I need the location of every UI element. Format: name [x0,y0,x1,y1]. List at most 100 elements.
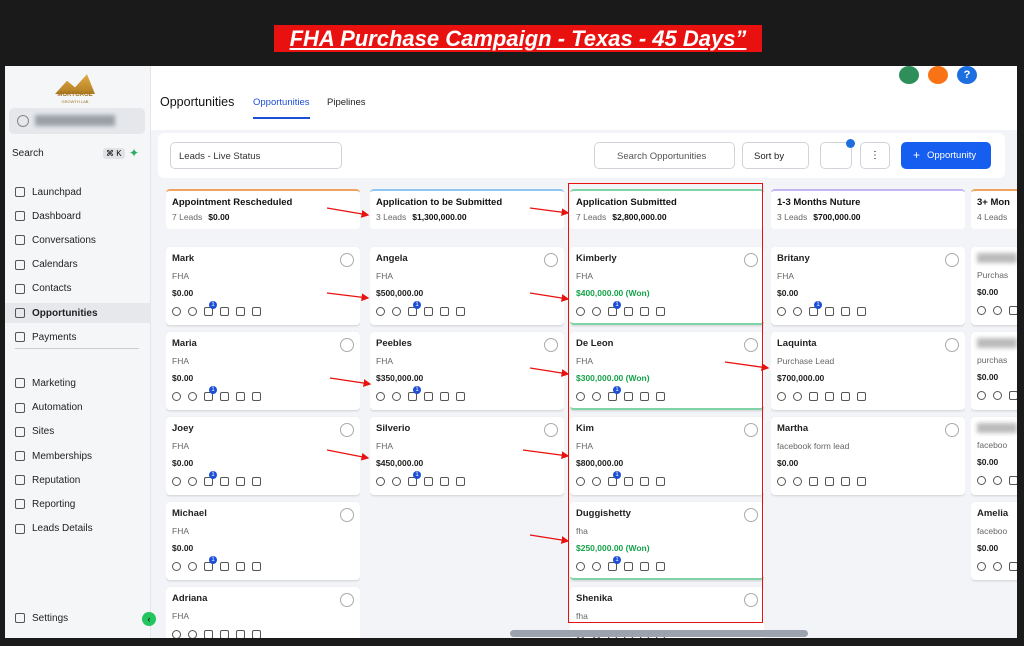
opportunity-card[interactable]: Maria FHA $0.00 1 [166,332,360,410]
action-icon[interactable] [172,630,181,638]
action-icon[interactable] [825,392,834,401]
action-icon[interactable]: 1 [608,386,621,401]
action-icon[interactable] [809,477,818,486]
action-icon[interactable] [456,307,465,316]
avatar-button[interactable] [544,338,558,352]
action-icon[interactable] [424,392,433,401]
action-icon[interactable] [172,392,181,401]
action-icon[interactable]: 1 [408,471,421,486]
avatar-button[interactable] [744,253,758,267]
opportunity-card[interactable]: Martha facebook form lead $0.00 [771,417,965,495]
account-switcher[interactable] [9,108,145,134]
action-icon[interactable] [857,392,866,401]
action-icon[interactable] [592,307,601,316]
action-icon[interactable] [376,477,385,486]
opportunity-card[interactable]: Purchas $0.00 [971,247,1017,325]
action-icon[interactable] [236,307,245,316]
action-icon[interactable] [236,477,245,486]
avatar-button[interactable] [744,338,758,352]
action-icon[interactable] [809,392,818,401]
action-icon[interactable] [656,562,665,571]
action-icon[interactable] [841,392,850,401]
action-icon[interactable] [1009,391,1017,400]
action-icon[interactable] [456,477,465,486]
action-icon[interactable] [977,306,986,315]
opportunity-card[interactable]: Kimberly FHA $400,000.00 (Won) 1 [570,247,764,325]
action-icon[interactable] [456,392,465,401]
opportunity-card[interactable]: purchas $0.00 [971,332,1017,410]
action-icon[interactable] [1009,476,1017,485]
nav-item[interactable]: Memberships [15,446,92,466]
action-icon[interactable] [220,477,229,486]
action-icon[interactable] [376,307,385,316]
action-icon[interactable] [793,307,802,316]
action-icon[interactable] [252,307,261,316]
action-icon[interactable] [640,477,649,486]
nav-item[interactable]: Marketing [15,373,76,393]
action-icon[interactable] [793,392,802,401]
avatar-button[interactable] [945,253,959,267]
action-icon[interactable] [977,391,986,400]
action-icon[interactable] [252,477,261,486]
action-icon[interactable] [188,630,197,638]
tab[interactable]: Pipelines [327,97,366,108]
opportunity-card[interactable]: Laquinta Purchase Lead $700,000.00 [771,332,965,410]
opportunity-card[interactable]: Silverio FHA $450,000.00 1 [370,417,564,495]
opportunity-card[interactable]: Michael FHA $0.00 1 [166,502,360,580]
action-icon[interactable] [841,477,850,486]
action-icon[interactable] [220,562,229,571]
action-icon[interactable]: 1 [408,386,421,401]
nav-item[interactable]: Reputation [15,470,80,490]
action-icon[interactable] [392,392,401,401]
opportunity-card[interactable]: Britany FHA $0.00 1 [771,247,965,325]
action-icon[interactable] [993,562,1002,571]
action-icon[interactable] [977,562,986,571]
action-icon[interactable] [172,307,181,316]
action-icon[interactable] [592,477,601,486]
action-icon[interactable] [656,307,665,316]
nav-item[interactable]: Leads Details [15,519,93,539]
action-icon[interactable] [993,476,1002,485]
announce[interactable] [899,66,919,84]
nav-item[interactable]: Sites [15,422,54,442]
action-icon[interactable] [236,562,245,571]
avatar-button[interactable] [945,423,959,437]
action-icon[interactable] [220,630,229,638]
action-icon[interactable] [640,562,649,571]
action-icon[interactable]: 1 [608,471,621,486]
nav-item[interactable]: Dashboard [15,206,81,226]
avatar-button[interactable] [544,423,558,437]
avatar-button[interactable] [544,253,558,267]
action-icon[interactable] [236,392,245,401]
action-icon[interactable] [188,392,197,401]
action-icon[interactable] [424,477,433,486]
action-icon[interactable]: 1 [204,386,217,401]
pipeline-select[interactable]: Leads - Live Status [170,142,342,169]
action-icon[interactable] [576,392,585,401]
avatar-button[interactable] [340,593,354,607]
opportunity-card[interactable]: Duggishetty fha $250,000.00 (Won) 1 [570,502,764,580]
help[interactable]: ? [957,66,977,84]
action-icon[interactable] [172,477,181,486]
action-icon[interactable] [204,630,213,638]
action-icon[interactable] [392,307,401,316]
action-icon[interactable] [777,307,786,316]
opportunity-card[interactable]: Kim FHA $800,000.00 1 [570,417,764,495]
action-icon[interactable] [592,392,601,401]
action-icon[interactable] [440,307,449,316]
action-icon[interactable] [777,477,786,486]
action-icon[interactable] [220,307,229,316]
action-icon[interactable] [220,392,229,401]
opportunity-card[interactable]: De Leon FHA $300,000.00 (Won) 1 [570,332,764,410]
action-icon[interactable] [188,562,197,571]
action-icon[interactable] [977,476,986,485]
action-icon[interactable] [857,477,866,486]
action-icon[interactable] [624,392,633,401]
action-icon[interactable] [993,306,1002,315]
nav-item[interactable]: Launchpad [15,182,82,202]
action-icon[interactable] [993,391,1002,400]
action-icon[interactable]: 1 [408,301,421,316]
action-icon[interactable] [624,477,633,486]
action-icon[interactable] [252,630,261,638]
nav-item[interactable]: Settings [15,608,68,628]
